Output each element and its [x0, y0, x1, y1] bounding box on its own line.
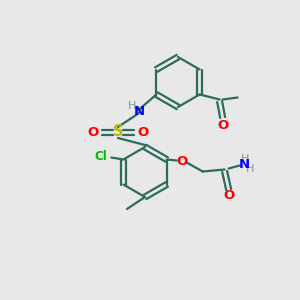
Text: O: O	[87, 125, 99, 139]
Text: Cl: Cl	[94, 150, 107, 163]
Text: O: O	[137, 125, 148, 139]
Text: N: N	[134, 105, 145, 118]
Text: N: N	[239, 158, 250, 171]
Text: H: H	[245, 164, 254, 173]
Text: O: O	[223, 189, 234, 202]
Text: S: S	[113, 124, 123, 140]
Text: O: O	[217, 119, 228, 132]
Text: O: O	[176, 155, 187, 168]
Text: H: H	[128, 101, 136, 111]
Text: H: H	[241, 154, 249, 164]
